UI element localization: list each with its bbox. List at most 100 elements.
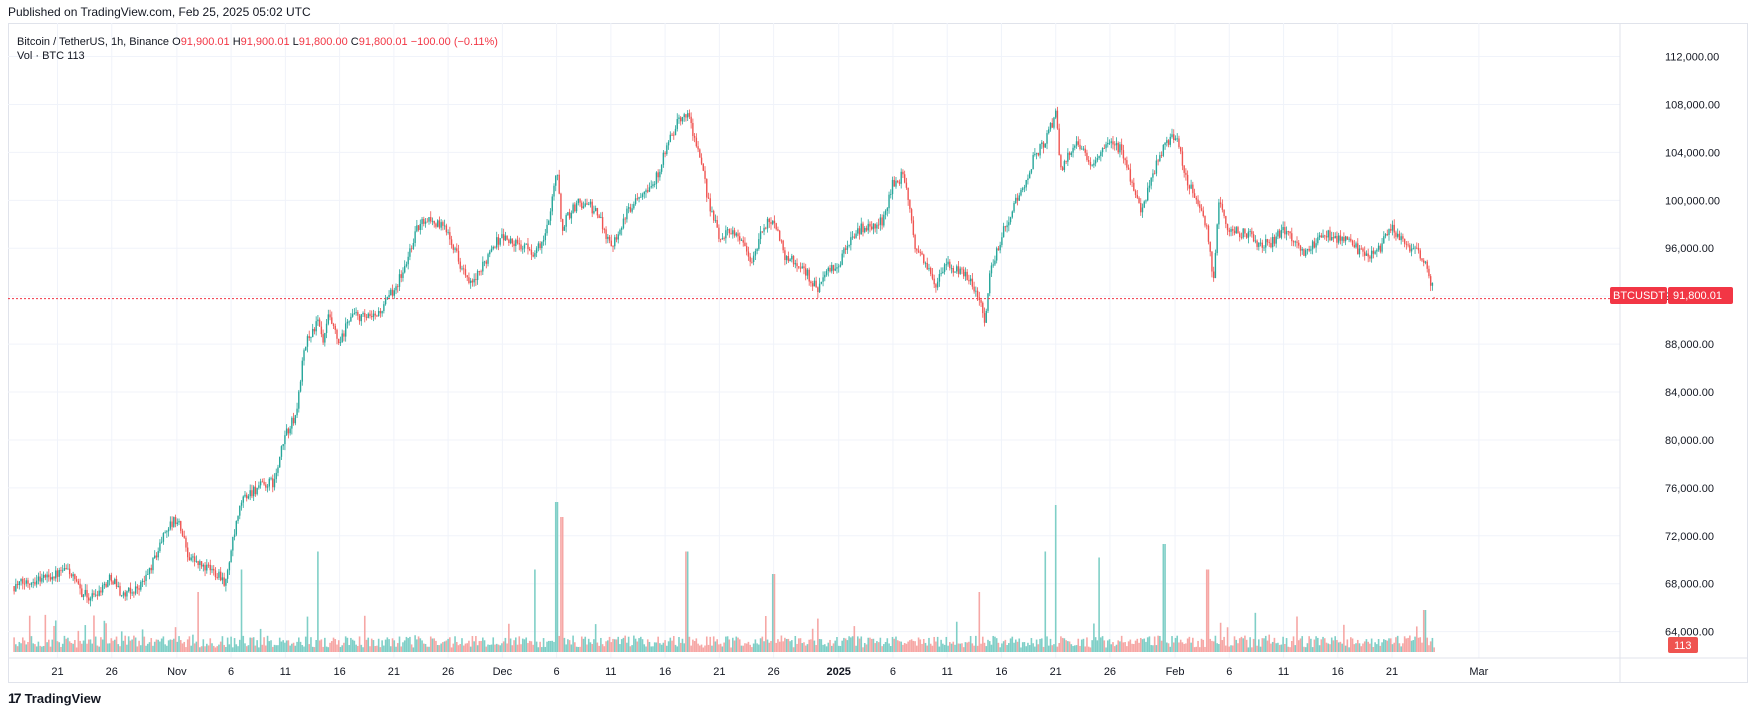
candle-body [1134,190,1137,195]
candle-body [1162,144,1165,156]
candle-body [346,321,349,324]
candle-body [299,381,302,392]
grid-lines [8,23,1620,658]
volume-bar [228,644,231,652]
candle-body [662,152,665,165]
candle-body [621,227,623,230]
volume-bar [584,636,587,652]
volume-bar [945,636,948,652]
candle-body [650,186,652,188]
volume-bar [1409,635,1411,652]
candle-body [1002,226,1005,238]
candle-body [534,253,536,257]
candle-body [350,316,352,322]
candle-body [1022,188,1024,190]
candle-body [1318,235,1321,238]
volume-bar [126,644,128,652]
volume-bar [997,642,1000,652]
volume-bar [471,636,474,652]
volume-bar [457,645,460,652]
candle-body [1417,247,1420,251]
volume-bar [171,639,173,652]
candle-body [329,314,331,318]
candle-body [1155,160,1158,174]
price-chart[interactable]: 112,000.00108,000.00104,000.00100,000.00… [0,0,1755,690]
volume-bar [28,615,31,652]
volume-bar [159,641,161,652]
candle-body [1324,235,1326,237]
volume-bar [858,638,861,652]
volume-bar [103,620,106,652]
candle-body [107,579,109,587]
volume-bar [1049,638,1052,652]
volume-bar [574,642,576,652]
candle-body [598,215,600,219]
volume-bar [386,637,389,652]
candle-body [436,220,439,227]
volume-bar [756,643,758,652]
volume-bar [893,638,896,652]
volume-bar [337,640,340,652]
volume-bar [1391,644,1394,652]
candle-body [336,329,338,339]
price-tick-label: 104,000.00 [1665,147,1720,159]
volume-bar [259,628,262,652]
volume-bar [414,635,416,652]
volume-bar [541,647,543,652]
open-value: 91,900.01 [180,36,230,48]
volume-bar [850,637,852,652]
volume-bar [1070,644,1073,652]
close-value: 91,800.01 [358,36,408,48]
volume-bar [733,640,736,652]
candle-body [862,223,864,233]
candle-body [1188,185,1191,189]
candle-body [296,408,298,416]
candle-body [575,203,578,212]
volume-bar [1209,638,1212,652]
volume-bar [1167,643,1170,652]
volume-bar [306,616,309,652]
candle-body [463,268,465,270]
volume-bar [1211,640,1213,652]
volume-bar [466,643,468,652]
candle-body [119,586,121,596]
volume-bar [1143,638,1146,652]
volume-bar [1091,640,1093,652]
volume-bar [714,641,717,652]
candle-body [943,264,946,272]
chart-frame[interactable] [8,23,1748,683]
candle-body [1081,148,1083,150]
volume-bar [697,643,699,652]
volume-bar [273,644,276,652]
volume-bar [1117,640,1119,652]
volume-bar [961,643,963,652]
candle-body [402,272,404,278]
volume-bar [1240,636,1243,652]
tradingview-logo-icon[interactable]: 17 [8,690,22,706]
candle-body [912,220,915,235]
time-tick-label: 11 [280,666,291,678]
candle-body [416,225,418,232]
volume-bar [209,638,212,652]
candle-body [1367,253,1369,257]
volume-bar [652,646,654,652]
volume-bar [282,640,284,652]
volume-bar [82,640,85,652]
volume-bar [763,641,765,652]
candle-body [999,244,1001,251]
volume-bar [1433,647,1435,652]
volume-bar [1129,639,1132,652]
volume-bar [1421,642,1423,652]
volume-bar [1310,638,1312,652]
volume-bar [1056,646,1059,652]
volume-bar [1230,645,1232,652]
candle-body [1124,158,1126,161]
footer[interactable]: 17 TradingView [8,690,101,706]
volume-bar [613,639,616,652]
candle-body [1093,163,1095,166]
volume-bar [1146,637,1149,652]
brand-label[interactable]: TradingView [24,690,101,706]
candle-body [89,598,92,601]
volume-bar [860,636,863,652]
candle-body [502,234,505,241]
